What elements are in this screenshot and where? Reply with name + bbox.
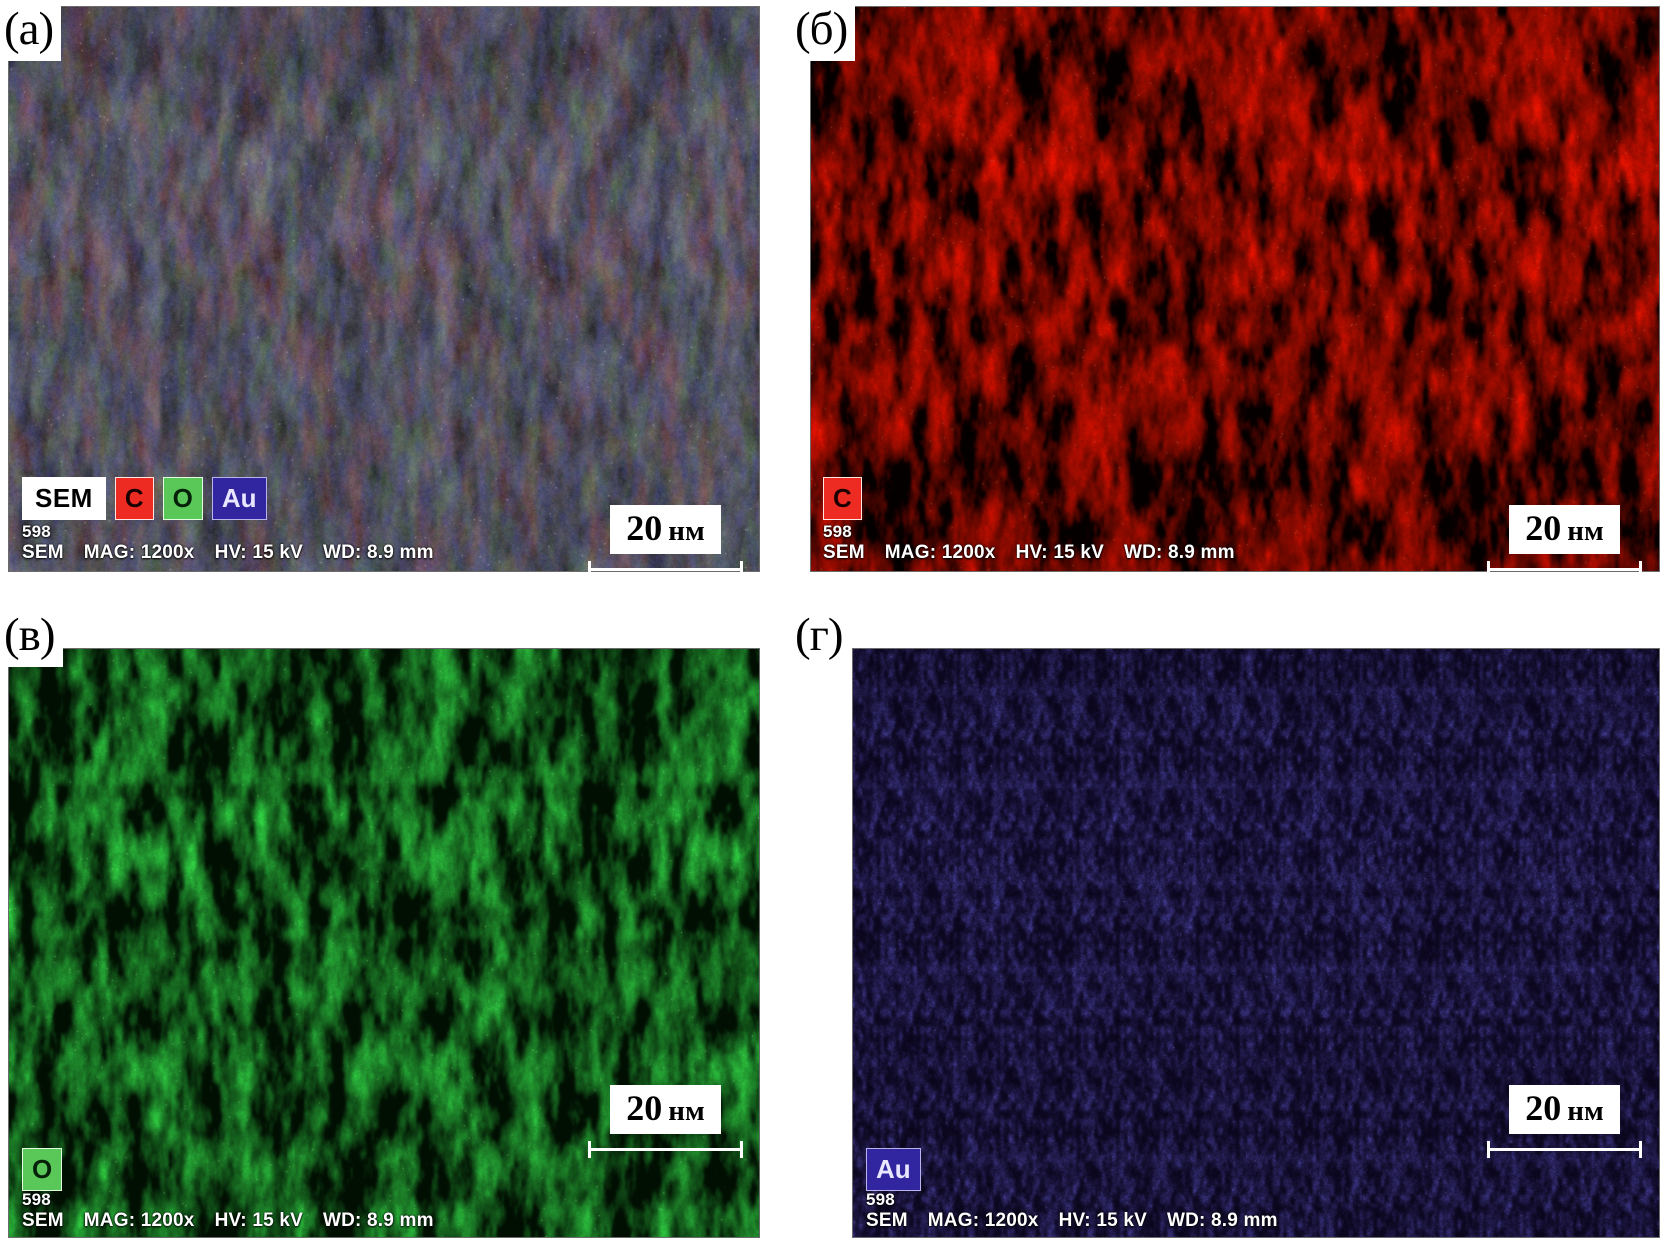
panel-g-letter: (г) <box>793 608 851 667</box>
panel-g-info: 598 SEM MAG: 1200x HV: 15 kV WD: 8.9 mm <box>866 1190 1278 1232</box>
panel-b-carbon-map <box>810 6 1660 572</box>
panel-v-sample-id: 598 <box>22 1190 51 1209</box>
badge-oxygen[interactable]: O <box>22 1148 63 1191</box>
panel-v-scalebar-rule <box>588 1141 743 1158</box>
hv-label: HV: 15 kV <box>1058 1209 1147 1231</box>
panel-v-scalebar: 20 нм <box>588 1085 743 1158</box>
panel-b-info: 598 SEM MAG: 1200x HV: 15 kV WD: 8.9 mm <box>823 522 1235 564</box>
panel-a-sample-id: 598 <box>22 522 51 541</box>
wd-label: WD: 8.9 mm <box>1166 1209 1278 1231</box>
mag-label: MAG: 1200x <box>83 1209 195 1231</box>
panel-v-params: SEM MAG: 1200x HV: 15 kV WD: 8.9 mm <box>22 1210 434 1233</box>
panel-v-letter: (в) <box>2 608 63 667</box>
badge-sem[interactable]: SEM <box>22 477 106 520</box>
scalebar-unit: нм <box>668 1095 705 1127</box>
panel-a-letter: (а) <box>2 2 62 61</box>
detector-label: SEM <box>22 541 64 563</box>
panel-b-letter: (б) <box>793 2 856 61</box>
hv-label: HV: 15 kV <box>1015 541 1104 563</box>
panel-a-element-legend: SEM C O Au <box>22 477 267 520</box>
mag-label: MAG: 1200x <box>927 1209 1039 1231</box>
panel-b-canvas <box>811 7 1659 571</box>
mag-label: MAG: 1200x <box>83 541 195 563</box>
panel-b-params: SEM MAG: 1200x HV: 15 kV WD: 8.9 mm <box>823 542 1235 565</box>
panel-g-scalebar: 20 нм <box>1487 1085 1642 1158</box>
panel-b-sample-id: 598 <box>823 522 852 541</box>
hv-label: HV: 15 kV <box>214 541 303 563</box>
badge-carbon[interactable]: C <box>114 477 154 520</box>
scalebar-unit: нм <box>1567 515 1604 547</box>
badge-oxygen[interactable]: O <box>162 477 203 520</box>
panel-g-params: SEM MAG: 1200x HV: 15 kV WD: 8.9 mm <box>866 1210 1278 1233</box>
panel-a-params: SEM MAG: 1200x HV: 15 kV WD: 8.9 mm <box>22 542 434 565</box>
badge-gold[interactable]: Au <box>866 1148 921 1191</box>
wd-label: WD: 8.9 mm <box>1123 541 1235 563</box>
scalebar-tick-right <box>1639 561 1642 578</box>
panel-v-oxygen-map <box>8 648 760 1238</box>
hv-label: HV: 15 kV <box>214 1209 303 1231</box>
panel-a-scalebar: 20 нм <box>588 505 743 578</box>
scalebar-bar <box>588 568 743 571</box>
panel-v-canvas <box>9 649 759 1237</box>
panel-g-sample-id: 598 <box>866 1190 895 1209</box>
detector-label: SEM <box>22 1209 64 1231</box>
scalebar-unit: нм <box>1567 1095 1604 1127</box>
panel-v-info: 598 SEM MAG: 1200x HV: 15 kV WD: 8.9 mm <box>22 1190 434 1232</box>
panel-g-canvas <box>853 649 1659 1237</box>
scalebar-tick-right <box>1639 1141 1642 1158</box>
panel-g-element-legend: Au <box>866 1148 921 1191</box>
scalebar-bar <box>1487 568 1642 571</box>
badge-carbon[interactable]: C <box>823 477 862 520</box>
panel-a-scalebar-rule <box>588 561 743 578</box>
wd-label: WD: 8.9 mm <box>322 1209 434 1231</box>
mag-label: MAG: 1200x <box>884 541 996 563</box>
scalebar-unit: нм <box>668 515 705 547</box>
panel-v-element-legend: O <box>22 1148 63 1191</box>
scalebar-bar <box>1487 1148 1642 1151</box>
detector-label: SEM <box>866 1209 908 1231</box>
scalebar-value: 20 <box>626 1088 663 1128</box>
panel-v-scalebar-label: 20 нм <box>610 1085 721 1134</box>
scalebar-value: 20 <box>626 508 663 548</box>
scalebar-bar <box>588 1148 743 1151</box>
panel-a-scalebar-label: 20 нм <box>610 505 721 554</box>
panel-g-scalebar-rule <box>1487 1141 1642 1158</box>
panel-b-scalebar-rule <box>1487 561 1642 578</box>
scalebar-value: 20 <box>1525 1088 1562 1128</box>
panel-a-info: 598 SEM MAG: 1200x HV: 15 kV WD: 8.9 mm <box>22 522 434 564</box>
panel-g-scalebar-label: 20 нм <box>1509 1085 1620 1134</box>
wd-label: WD: 8.9 mm <box>322 541 434 563</box>
panel-b-element-legend: C <box>823 477 862 520</box>
panel-b-scalebar: 20 нм <box>1487 505 1642 578</box>
scalebar-value: 20 <box>1525 508 1562 548</box>
badge-gold[interactable]: Au <box>211 477 267 520</box>
scalebar-tick-right <box>740 1141 743 1158</box>
panel-g-gold-map <box>852 648 1660 1238</box>
panel-b-scalebar-label: 20 нм <box>1509 505 1620 554</box>
detector-label: SEM <box>823 541 865 563</box>
scalebar-tick-right <box>740 561 743 578</box>
